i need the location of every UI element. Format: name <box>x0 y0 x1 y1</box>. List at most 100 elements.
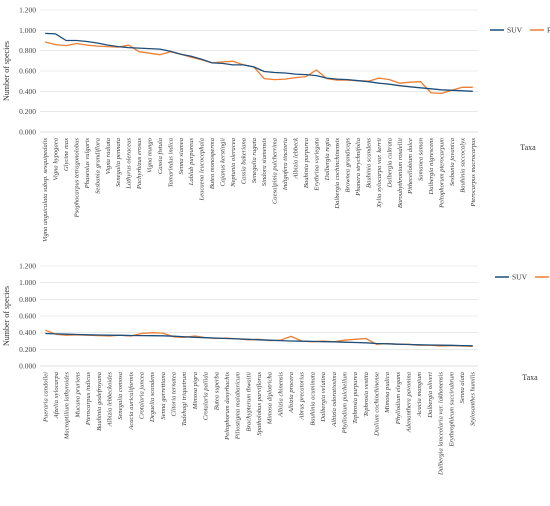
x-tick-label: Xylia xylocarpa var. kerrii <box>376 138 383 209</box>
x-tick-label: Acacia mangium <box>416 372 423 418</box>
x-tick-label: Dalbergia regia <box>324 137 331 181</box>
x-tick-label: Dalbergia velutina <box>320 371 327 422</box>
x-tick-label: Adenanthera pavonina <box>406 371 413 433</box>
x-tick-label: Vigna radiata <box>105 137 112 174</box>
legend-label-suv: SUV <box>512 273 528 282</box>
y-tick-label: 0.200 <box>19 107 36 116</box>
x-tick-label: Erythrophleum succirubrum <box>448 372 455 448</box>
x-tick-label: Dalbergia cultrata <box>386 137 393 188</box>
y-tick-label: 0.200 <box>19 345 36 354</box>
x-tick-label: Albizia procera <box>288 371 295 414</box>
x-tick-label: Macroptilium lathyroides <box>64 372 71 441</box>
x-tick-label: Sesbania javanica <box>449 137 456 186</box>
x-tick-label: Crotalaria juncea <box>138 371 145 419</box>
x-tick-label: Senna garrettiana <box>160 371 167 419</box>
y-tick-label: 0.000 <box>19 362 36 371</box>
x-tick-label: Indigofera tinctoria <box>282 137 289 191</box>
x-tick-label: Tamarindus indica <box>167 137 174 187</box>
x-tick-label: Bauhinia acuminata <box>309 371 316 425</box>
x-tick-label: Bauhinia scandens <box>366 138 373 188</box>
x-tick-label: Cassia fistula <box>157 137 164 174</box>
x-tick-label: Tadehagi triquetrum <box>181 372 188 426</box>
y-tick-label: 1.200 <box>19 262 36 271</box>
y-axis-title: Number of species <box>2 41 11 101</box>
x-tick-label: Clitoria ternatea <box>171 371 178 416</box>
x-tick-label: Leucaena leucocephala <box>199 137 206 201</box>
x-tick-label: Piliostigma malabaricum <box>235 372 242 440</box>
legend-label-rfc: RFC <box>547 26 550 35</box>
x-tick-label: Sesbania grandiflora <box>94 137 101 194</box>
y-tick-label: 1.000 <box>19 26 36 35</box>
x-tick-label: Albizia odoratissima <box>331 371 338 427</box>
x-tick-label: Baroubythronium roxdellii <box>397 138 404 208</box>
x-tick-label: Phyllodium pulchellum <box>341 372 348 435</box>
x-axis-title: Taxa <box>522 373 538 382</box>
y-tick-label: 0.400 <box>19 87 36 96</box>
x-tick-label: Pterocarpus indicus <box>85 372 92 426</box>
x-tick-label: Lablab purpureus <box>188 138 195 187</box>
x-tick-label: Caesalpinia pulcherrima <box>272 137 279 204</box>
y-tick-label: 0.600 <box>19 312 36 321</box>
x-tick-label: Phaseolus vulgaris <box>84 138 91 190</box>
x-tick-label: Albizia chinensis <box>277 372 284 418</box>
chart-panel-1: 0.000 0.200 0.400 0.600 0.800 1.000 1.200 Numbe… <box>2 6 550 242</box>
x-tick-label: Pterocarpus macrocarpus <box>470 138 477 208</box>
x-tick-label: Deguelia scandens <box>149 372 156 423</box>
x-tick-label: Lathyrus oleraceus <box>126 138 133 190</box>
x-tick-label: Erythrina variegata <box>313 137 320 191</box>
x-tick-label: Senegalia rugata <box>251 137 258 183</box>
x-tick-label: Sindora siamensis <box>261 138 268 187</box>
series-line-suv <box>45 32 473 92</box>
x-tick-label: Samanea saman <box>418 137 425 181</box>
x-tick-label: Pachyrhizus erosus <box>136 138 143 191</box>
y-tick-label: 1.000 <box>19 278 36 287</box>
x-tick-label: Vigna unguiculata subsp. sesquipedalis <box>42 138 49 242</box>
x-tick-label: Tephrosia purpurea <box>352 371 359 424</box>
x-tick-label: Vigna hypogaea <box>53 137 60 180</box>
x-tick-label: Peltophorum pterocarpum <box>439 138 446 209</box>
x-tick-label: Dalbergia cochinchinensis <box>334 138 341 210</box>
chart-panel-2: 0.000 0.200 0.400 0.600 0.800 1.000 1.200 Numbe… <box>2 262 549 476</box>
x-tick-label: Mimosa pigra <box>192 371 199 410</box>
x-tick-label: Brownea grandiceps <box>345 138 352 193</box>
x-tick-label: Spatholobus parviflorus <box>256 372 263 436</box>
x-tick-label: Senna alata <box>459 371 466 403</box>
x-tick-label: Brachypterum thwaitii <box>245 372 252 432</box>
x-tick-label: Acacia auriculiformis <box>128 372 135 431</box>
x-tick-label: Pueraria candollei <box>42 372 49 423</box>
x-tick-label: Cassia bakeriana <box>240 137 247 184</box>
x-tick-label: Bauhinia godefroyana <box>96 371 103 431</box>
y-axis-title: Number of species <box>2 286 11 346</box>
y-tick-label: 0.600 <box>19 67 36 76</box>
y-tick-label: 0.000 <box>19 128 36 137</box>
y-tick-label: 0.800 <box>19 46 36 55</box>
x-tick-label: Afzelia xylocarpa <box>53 371 60 419</box>
x-tick-label: Cajanus kerstingii <box>220 138 227 187</box>
x-tick-label: Senna siamea <box>178 137 185 174</box>
x-tick-label: Bauhinia purpurea <box>303 137 310 188</box>
x-tick-label: Senegalia pennata <box>115 137 122 187</box>
y-tick-label: 0.800 <box>19 295 36 304</box>
x-tick-label: Mimosa diplotricha <box>267 371 274 425</box>
x-tick-label: Bauhinia saccocalyx <box>459 138 466 193</box>
x-tick-label: Dalbergia lanceolaria var. lakhonensis <box>438 372 445 476</box>
x-tick-label: Glycine max <box>63 138 70 171</box>
x-tick-label: Tephrosia vestita <box>363 371 370 416</box>
x-tick-label: Butea monosperma <box>209 137 216 189</box>
legend-label-suv: SUV <box>507 26 523 35</box>
x-tick-label: Dialium cochinchinense <box>374 372 381 437</box>
x-tick-label: Vigna mungo <box>147 137 154 173</box>
x-tick-label: Phanera strychnifolia <box>355 137 362 196</box>
x-tick-label: Pithecellobium dulce <box>407 138 414 195</box>
x-tick-label: Abrus precatorius <box>299 372 306 421</box>
y-tick-label: 1.200 <box>19 6 36 15</box>
x-tick-label: Dalbergia oliveri <box>427 372 434 419</box>
x-axis-title: Taxa <box>520 143 536 152</box>
x-tick-label: Mimosa pudica <box>384 371 391 414</box>
series-line-rfc <box>45 41 473 95</box>
x-tick-label: Crotalaria pallida <box>203 371 210 420</box>
x-tick-label: Mucuna pruriens <box>74 372 81 419</box>
x-tick-label: Butea superba <box>213 371 220 410</box>
series-line-suv <box>45 332 473 347</box>
